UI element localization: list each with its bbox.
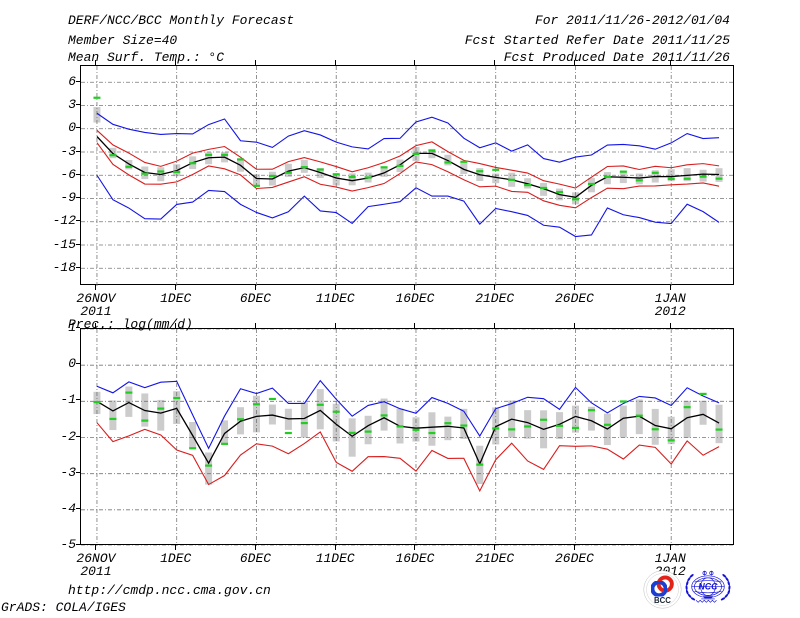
svg-text:BCC: BCC [654,596,671,605]
svg-text:NCC: NCC [698,581,718,591]
